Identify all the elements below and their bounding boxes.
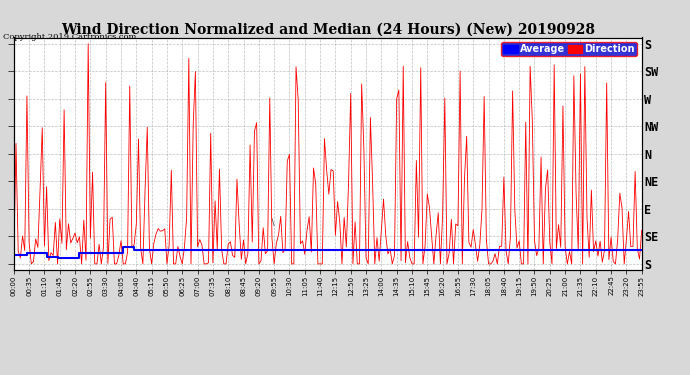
Title: Wind Direction Normalized and Median (24 Hours) (New) 20190928: Wind Direction Normalized and Median (24… (61, 22, 595, 36)
Legend: Average, Direction: Average, Direction (502, 42, 637, 56)
Text: Copyright 2019 Cartronics.com: Copyright 2019 Cartronics.com (3, 33, 137, 41)
